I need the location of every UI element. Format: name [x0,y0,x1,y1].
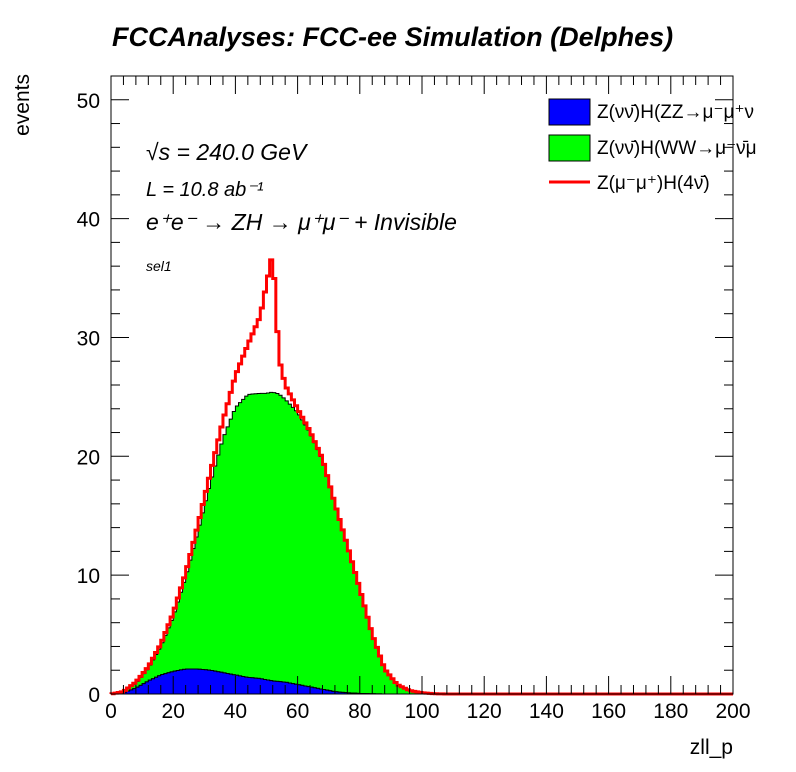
x-tick-label: 140 [529,700,564,723]
process-label: e⁺e⁻ → ZH → μ⁺μ⁻ + Invisible [146,209,457,235]
legend-item: Z(μ⁻μ⁺)H(4ν̄) [549,173,710,194]
y-tick-label: 0 [88,684,100,707]
legend-label: Z(μ⁻μ⁺)H(4ν̄) [597,173,710,194]
x-tick-label: 160 [591,700,626,723]
legend-item: Z(νν̄)H(WW→μ⁻ν̄μ [548,134,757,162]
legend: Z(νν̄)H(ZZ→μ⁻μ⁺ν Z(νν̄)H(WW→μ⁻ν̄μ Z(μ⁻μ⁺)H… [548,98,757,194]
x-tick-label: 180 [653,700,688,723]
x-tick-label: 0 [105,700,117,723]
chart-title: FCCAnalyses: FCC-ee Simulation (Delphes) [112,22,673,52]
svg-text:√s = 240.0 GeV: √s = 240.0 GeV [146,139,309,165]
annotation-group: √s = 240.0 GeV L = 10.8 ab⁻¹ e⁺e⁻ → ZH →… [146,139,457,274]
legend-item: Z(νν̄)H(ZZ→μ⁻μ⁺ν [548,98,754,126]
x-tick-label: 120 [467,700,502,723]
y-tick-label: 10 [77,565,100,588]
legend-label: Z(νν̄)H(ZZ→μ⁻μ⁺ν [597,102,754,123]
legend-label: Z(νν̄)H(WW→μ⁻ν̄μ [597,138,757,159]
legend-swatch [548,134,591,162]
selection-label: sel1 [146,258,172,274]
x-tick-label: 80 [348,700,371,723]
x-tick-label: 100 [404,700,439,723]
x-tick-label: 40 [224,700,247,723]
sqrt-s-symbol: √s [146,139,171,165]
x-tick-label: 20 [162,700,185,723]
y-axis-label: events [11,74,34,136]
x-axis-label: zll_p [690,736,733,759]
y-tick-label: 40 [77,209,100,232]
plot-area [109,76,733,696]
sqrt-s-value: = 240.0 GeV [170,139,309,165]
luminosity-label: L = 10.8 ab⁻¹ [146,179,264,201]
axes: 0 20 40 60 80 100 120 140 160 180 200 0 10 20 30 40 50 [77,75,751,723]
legend-swatch [548,98,591,126]
y-tick-label: 20 [77,446,100,469]
y-tick-label: 50 [77,90,100,113]
x-tick-label: 200 [715,700,750,723]
x-tick-label: 60 [286,700,309,723]
y-tick-label: 30 [77,327,100,350]
